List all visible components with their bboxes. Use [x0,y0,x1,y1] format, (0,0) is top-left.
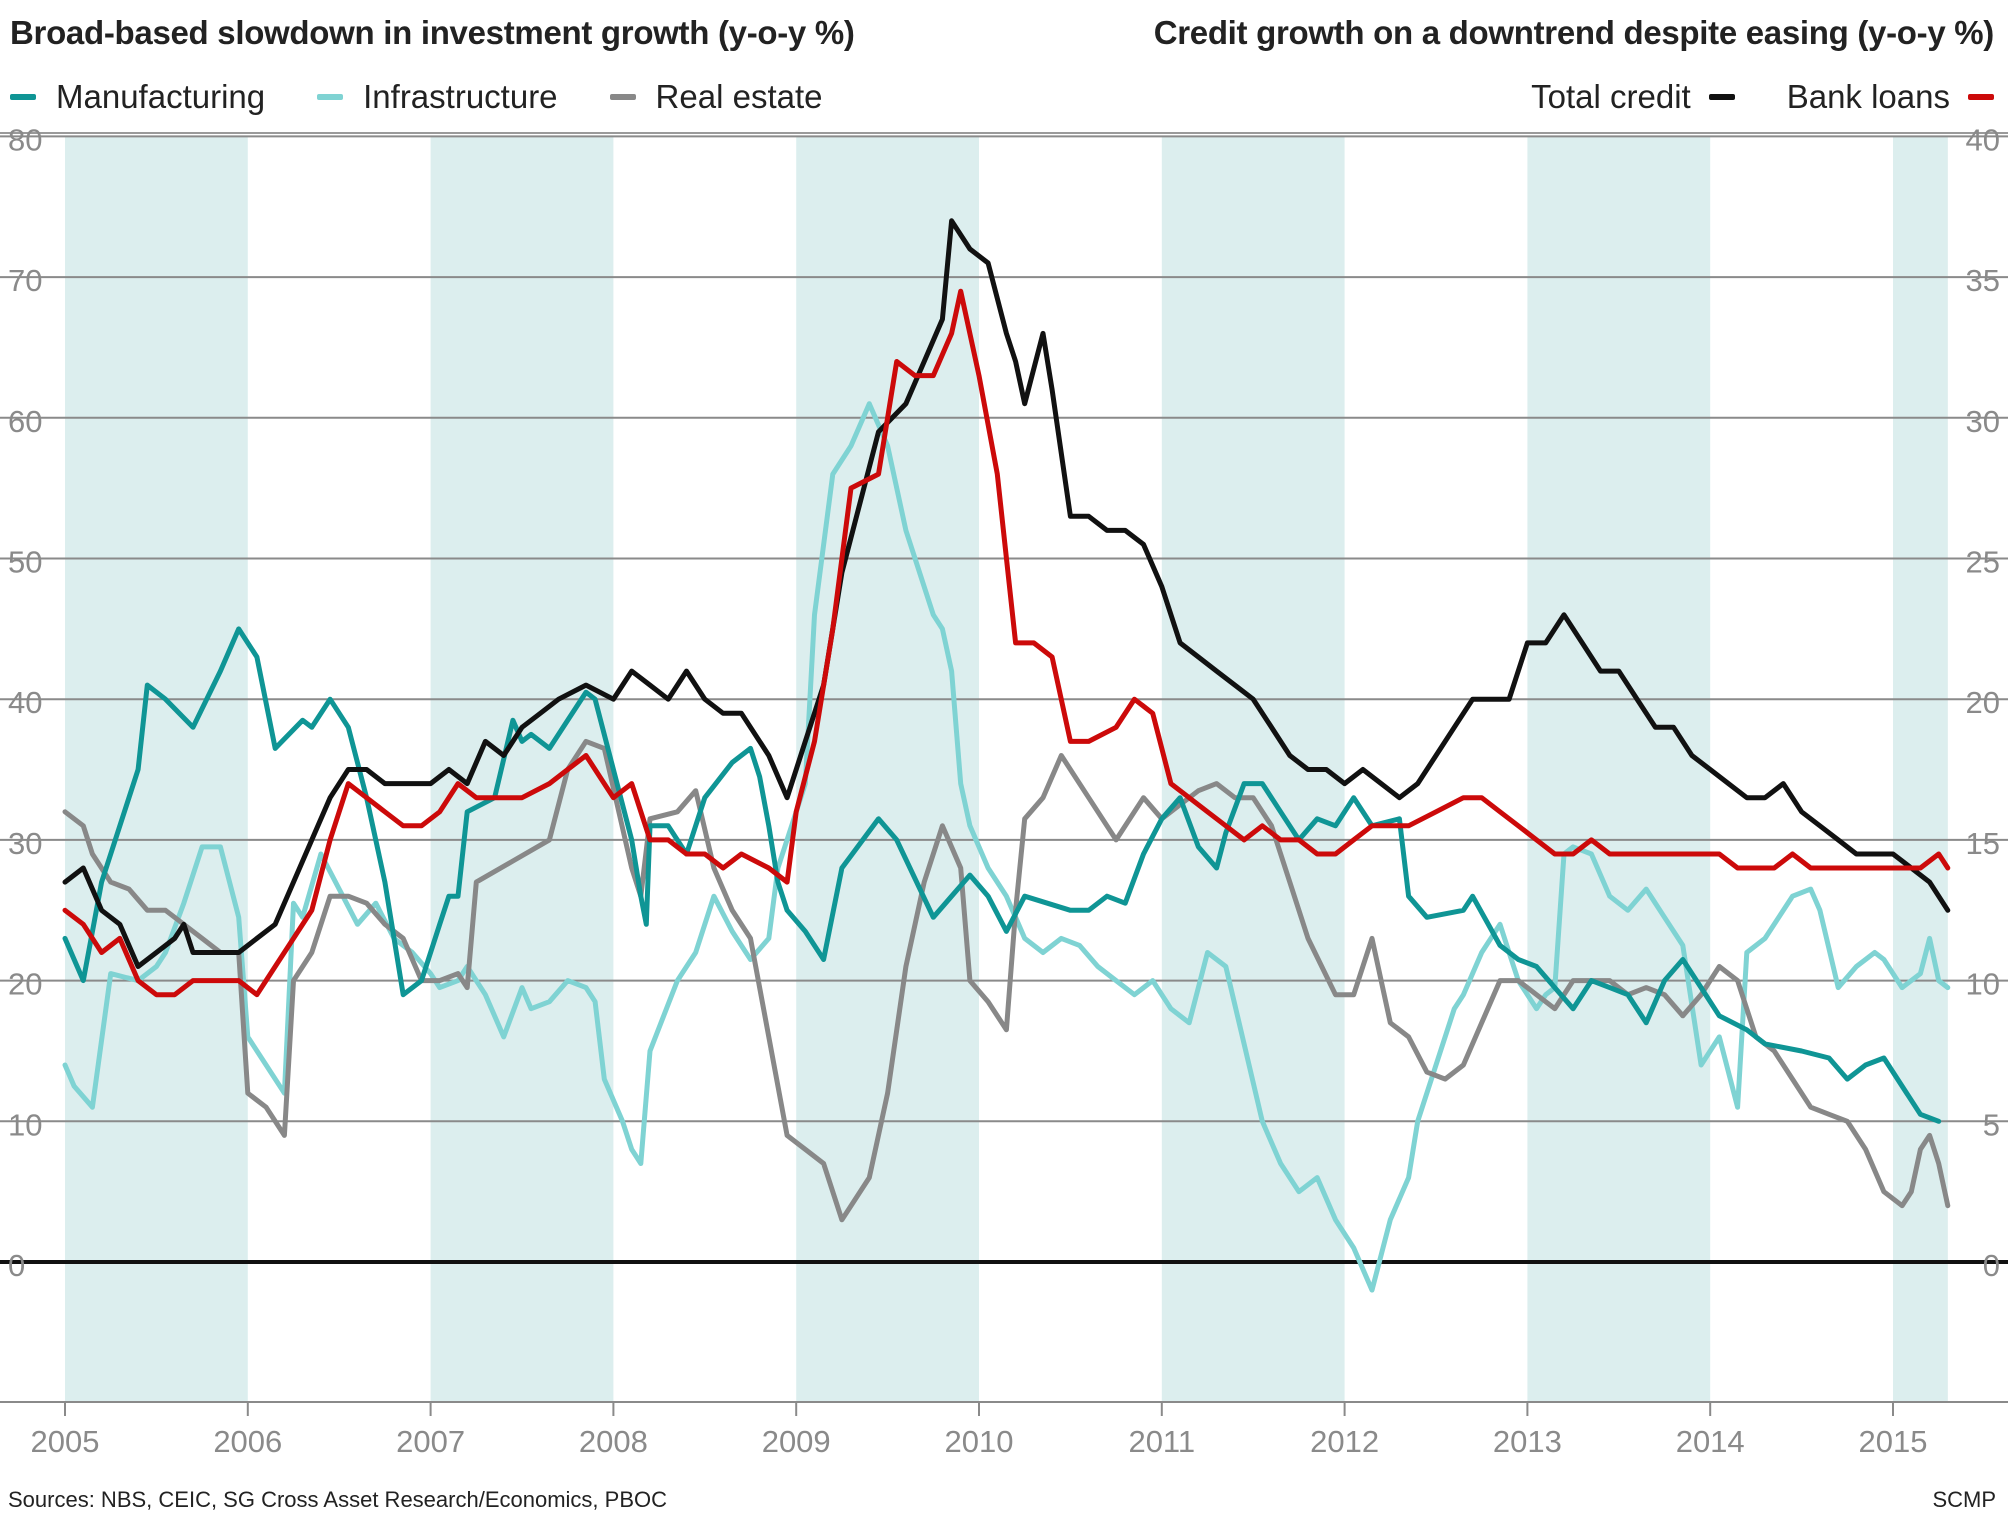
year-shading-bands [65,137,1948,1402]
publisher-credit: SCMP [1932,1487,1996,1512]
right-chart-title: Credit growth on a downtrend despite eas… [1153,14,1995,51]
legend-swatch-real-estate [609,94,636,100]
right-y-tick-label: 0 [1983,1248,2000,1283]
legend-label-real-estate: Real estate [655,78,823,115]
x-tick-label: 2008 [579,1424,648,1459]
shade-band-2005 [65,137,248,1402]
right-y-tick-label: 40 [1966,122,2000,157]
legend-item-real-estate: Real estate [609,78,823,116]
legend-credit: Total credit Bank loans [1479,78,1994,116]
shade-band-2013 [1527,137,1711,1402]
left-y-axis: 0 10 20 30 40 50 60 70 80 [8,122,42,1283]
right-y-tick-label: 25 [1966,545,2000,580]
left-y-tick-label: 50 [8,545,42,580]
x-tick-label: 2012 [1310,1424,1379,1459]
x-tick-label: 2007 [396,1424,465,1459]
left-y-tick-label: 20 [8,967,42,1002]
left-y-tick-label: 40 [8,685,42,720]
shade-band-2015 [1893,137,1948,1402]
x-tick-label: 2014 [1676,1424,1745,1459]
left-y-tick-label: 60 [8,404,42,439]
left-y-tick-label: 0 [8,1248,25,1283]
legend-label-total-credit: Total credit [1531,78,1691,115]
legend-item-infrastructure: Infrastructure [317,78,558,116]
x-tick-label: 2009 [762,1424,831,1459]
series-line-total-credit [62,218,1951,969]
legend-item-total-credit: Total credit [1531,78,1735,116]
x-tick-label: 2010 [945,1424,1014,1459]
right-y-tick-label: 15 [1966,826,2000,861]
legend-swatch-total-credit [1708,94,1735,100]
left-y-tick-label: 30 [8,826,42,861]
x-tick-label: 2006 [213,1424,282,1459]
right-y-tick-label: 30 [1966,404,2000,439]
left-y-tick-label: 70 [8,263,42,298]
legend-label-infrastructure: Infrastructure [363,78,558,115]
sources-note: Sources: NBS, CEIC, SG Cross Asset Resea… [8,1487,667,1512]
left-y-tick-label: 80 [8,122,42,157]
legend-item-bank-loans: Bank loans [1787,78,1994,116]
x-tick-label: 2011 [1128,1424,1195,1459]
shade-band-2007 [430,137,614,1402]
series-line-bank-loans [62,288,1951,998]
x-tick-label: 2013 [1493,1424,1562,1459]
legend-swatch-bank-loans [1968,94,1994,100]
x-tick-label: 2015 [1859,1424,1928,1459]
legend-swatch-manufacturing [10,94,36,100]
series-line-real-estate [62,738,1951,1223]
right-y-tick-label: 5 [1983,1107,2000,1142]
left-y-tick-label: 10 [8,1107,42,1142]
legend-swatch-infrastructure [317,94,344,100]
right-y-tick-label: 20 [1966,685,2000,720]
right-y-axis: 0 5 10 15 20 25 30 35 40 [1966,122,2000,1283]
right-y-tick-label: 35 [1966,263,2000,298]
series-line-manufacturing [62,626,1942,1124]
legend-label-bank-loans: Bank loans [1786,78,1950,115]
x-tick-label: 2005 [31,1424,100,1459]
left-chart-title: Broad-based slowdown in investment growt… [10,14,855,51]
gridlines [0,132,2008,1403]
legend-investment: Manufacturing Infrastructure Real estate [10,78,874,116]
legend-item-manufacturing: Manufacturing [10,78,265,116]
legend-label-manufacturing: Manufacturing [56,78,266,115]
x-axis: 2005 2006 2007 2008 2009 2010 2011 2012 2013 2014… [31,1402,1928,1459]
series-lines [62,218,1951,1293]
shade-band-2009 [796,137,979,1402]
right-y-tick-label: 10 [1966,967,2000,1002]
